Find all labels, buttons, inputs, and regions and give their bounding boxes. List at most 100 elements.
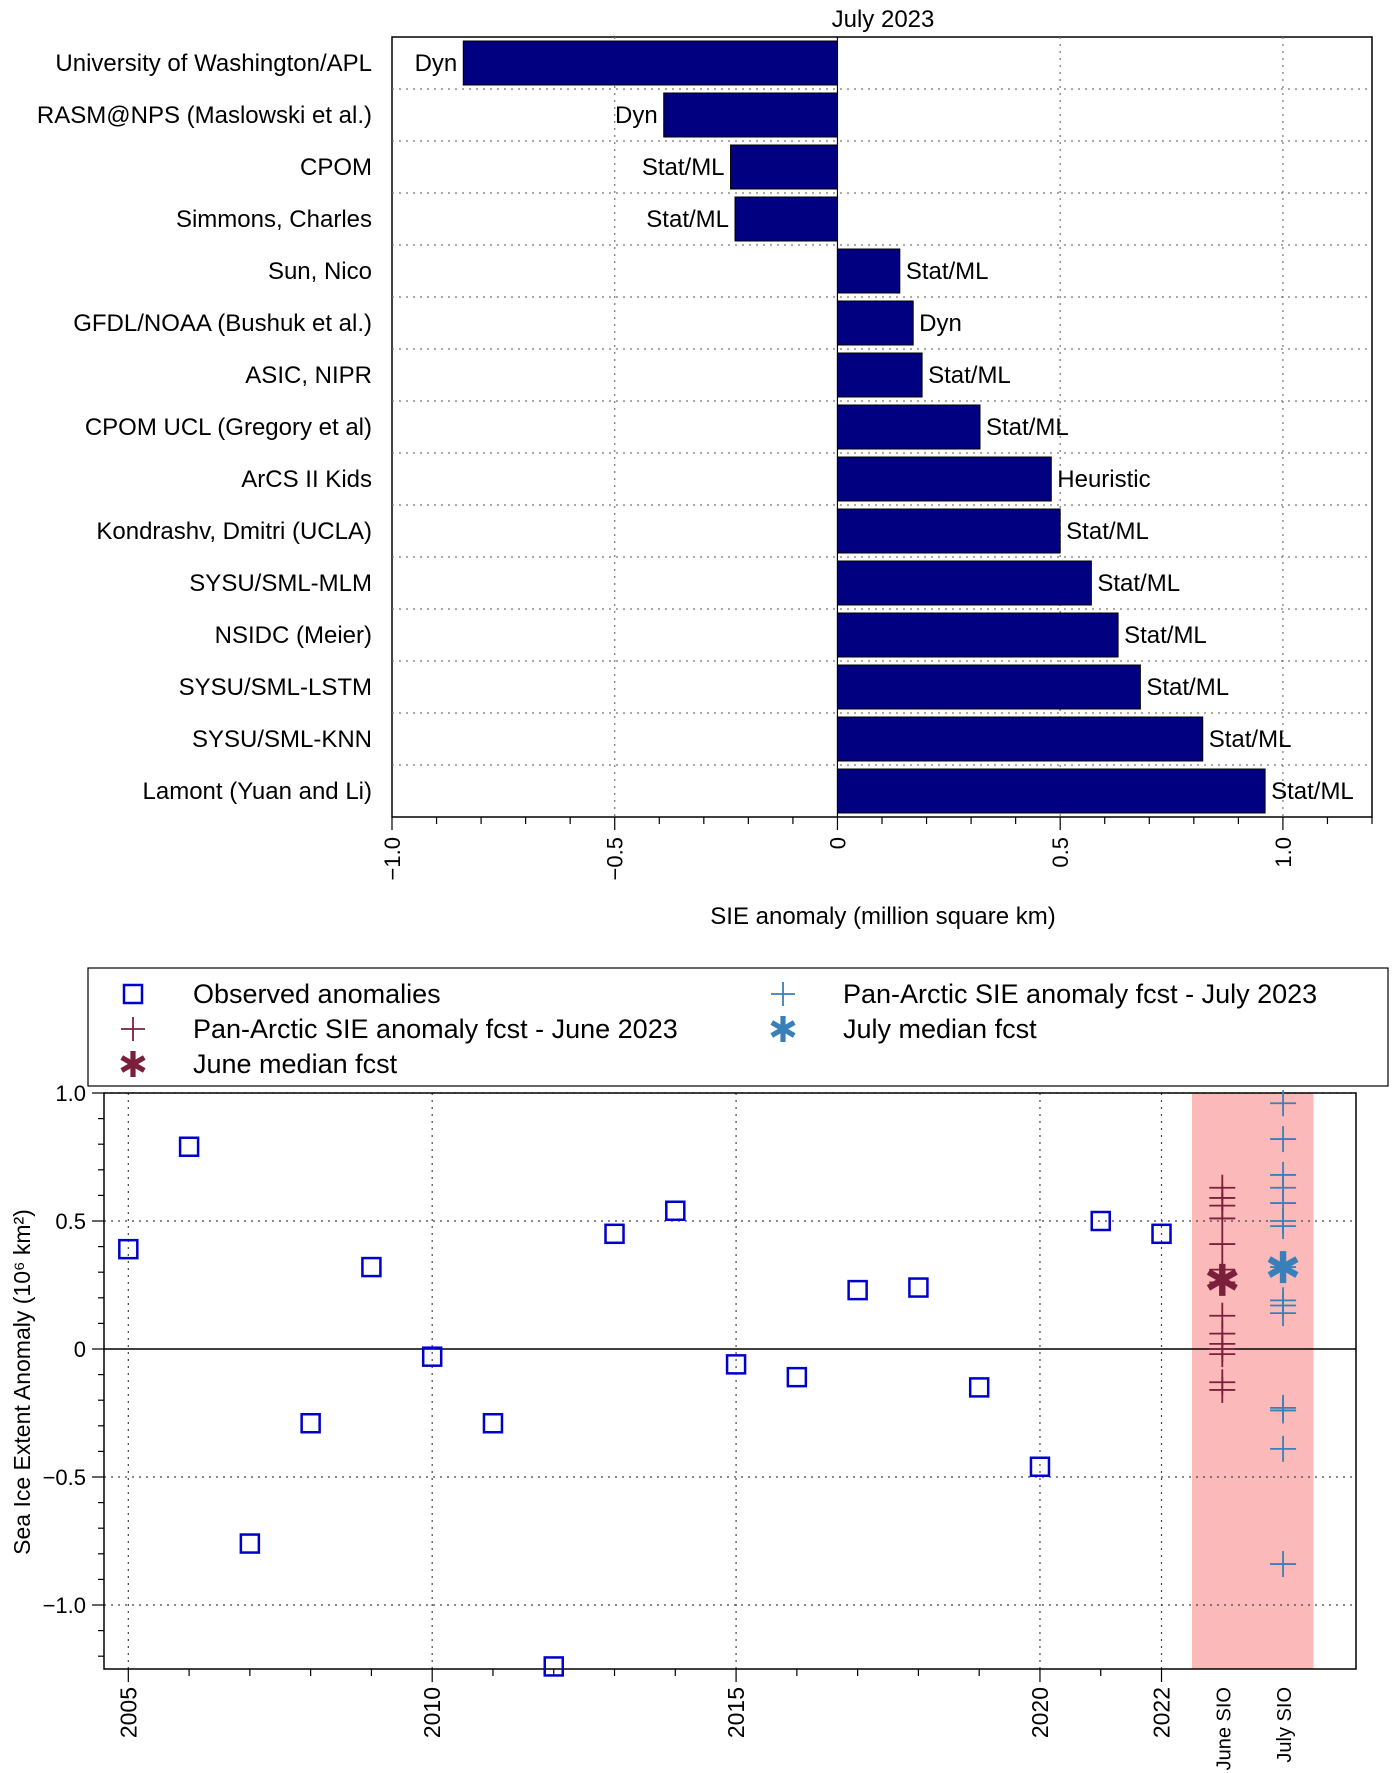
- method-label: Dyn: [615, 102, 658, 129]
- bar-chart-x-axis: −1.0 −0.5 0 0.5 1.0: [380, 817, 1373, 880]
- x-tick-label: 2005: [115, 1687, 141, 1738]
- category-label: SYSU/SML-KNN: [192, 726, 372, 753]
- legend-label: June median fcst: [193, 1049, 398, 1079]
- legend-items: Observed anomalies Pan-Arctic SIE anomaly…: [120, 979, 1317, 1079]
- category-label: NSIDC (Meier): [215, 622, 372, 649]
- bar: [836, 456, 1052, 502]
- category-label: CPOM: [300, 154, 372, 181]
- observed-point: [665, 1200, 686, 1222]
- x-tick-label: 1.0: [1271, 837, 1296, 868]
- bar: [836, 352, 923, 398]
- method-label: Stat/ML: [1271, 778, 1354, 805]
- forecast-point: [1209, 1231, 1236, 1258]
- bar-chart-x-axis-label: SIE anomaly (million square km): [710, 903, 1055, 930]
- y-tick-label: 0.5: [55, 1209, 86, 1234]
- category-label: ASIC, NIPR: [245, 362, 372, 389]
- observed-point: [300, 1412, 321, 1434]
- category-label: Simmons, Charles: [176, 206, 372, 233]
- observed-point: [118, 1238, 139, 1260]
- x-tick-label: 2020: [1027, 1687, 1053, 1738]
- bar: [663, 92, 838, 138]
- method-label: Stat/ML: [1124, 622, 1207, 649]
- forecast-point: [1209, 1205, 1236, 1232]
- method-label: Stat/ML: [1066, 518, 1149, 545]
- category-label: SYSU/SML-LSTM: [179, 674, 372, 701]
- bar: [836, 716, 1204, 762]
- bar-chart: July 2023 University of Washington/APL RA…: [37, 6, 1373, 930]
- bar-chart-category-labels: University of Washington/APL RASM@NPS (Ma…: [37, 50, 372, 805]
- legend-label: Observed anomalies: [193, 979, 441, 1009]
- category-label: SYSU/SML-MLM: [189, 570, 372, 597]
- forecast-point: [1270, 1551, 1297, 1578]
- scatter-y-axis-label: Sea Ice Extent Anomaly (10⁶ km²): [9, 1209, 35, 1555]
- forecast-point: [1209, 1376, 1236, 1403]
- y-tick-label: 0: [74, 1337, 86, 1362]
- bar: [836, 664, 1141, 710]
- observed-point: [1029, 1456, 1051, 1478]
- x-tick-label: 2022: [1149, 1687, 1175, 1738]
- legend-marker-asterisk-icon: [770, 1016, 796, 1042]
- scatter-plot-frame: [103, 1092, 1357, 1670]
- legend-marker-plus-icon: [771, 982, 795, 1006]
- method-label: Heuristic: [1057, 466, 1150, 493]
- bar-chart-grid: [392, 37, 1372, 817]
- x-tick-label: 2015: [723, 1687, 749, 1738]
- sio-highlight-band: [1191, 1093, 1314, 1669]
- legend-label: Pan-Arctic SIE anomaly fcst - July 2023: [843, 979, 1317, 1009]
- forecast-point: [1270, 1126, 1297, 1153]
- x-tick-label: 2010: [419, 1687, 445, 1738]
- method-label: Stat/ML: [906, 258, 989, 285]
- observed-point: [1090, 1210, 1111, 1232]
- scatter-grid: [104, 1092, 1356, 1669]
- y-tick-label: −0.5: [43, 1465, 86, 1490]
- method-label: Stat/ML: [646, 206, 729, 233]
- forecast-point: [1270, 1090, 1297, 1117]
- observed-point: [725, 1354, 747, 1375]
- scatter-chart: 1.0 0.5 0 −0.5 −1.0 2005 2010 2015 2020 2022 June…: [9, 1081, 1357, 1770]
- method-label: Stat/ML: [1097, 570, 1180, 597]
- legend-marker-square-icon: [122, 983, 144, 1005]
- observed-point: [543, 1656, 564, 1677]
- legend-label: July median fcst: [843, 1014, 1037, 1044]
- x-tick-label: −0.5: [603, 837, 628, 880]
- method-label: Stat/ML: [1209, 726, 1292, 753]
- bar: [836, 300, 914, 346]
- x-tick-label: 0.5: [1048, 837, 1073, 868]
- forecast-point: [1270, 1213, 1297, 1240]
- legend: Observed anomalies Pan-Arctic SIE anomaly…: [87, 967, 1389, 1087]
- bar: [836, 248, 901, 294]
- observed-point: [421, 1346, 443, 1367]
- method-label: Stat/ML: [1146, 674, 1229, 701]
- legend-label: Pan-Arctic SIE anomaly fcst - June 2023: [193, 1014, 678, 1044]
- bar: [462, 40, 838, 86]
- bar-chart-method-labels: Dyn Dyn Stat/ML Stat/ML Stat/ML Dyn Stat/ML Sta…: [415, 50, 1354, 805]
- observed-point: [482, 1412, 504, 1434]
- bar-chart-bars: [462, 40, 1266, 814]
- method-label: Stat/ML: [642, 154, 725, 181]
- observed-point: [968, 1377, 990, 1398]
- observed-point: [178, 1136, 200, 1158]
- bar: [836, 612, 1119, 658]
- bar: [836, 768, 1266, 814]
- bar: [730, 144, 838, 190]
- median-point: [1267, 1251, 1299, 1284]
- observed-point: [361, 1256, 382, 1278]
- bar: [836, 404, 981, 450]
- method-label: Stat/ML: [986, 414, 1069, 441]
- y-tick-label: 1.0: [55, 1081, 86, 1106]
- x-tick-label: June SIO: [1213, 1687, 1235, 1770]
- legend-box: [87, 967, 1389, 1087]
- observed-point: [239, 1533, 261, 1554]
- scatter-x-axis: 2005 2010 2015 2020 2022 June SIO July SIO: [115, 1669, 1296, 1770]
- forecast-point: [1270, 1435, 1297, 1462]
- method-label: Dyn: [415, 50, 458, 77]
- category-label: CPOM UCL (Gregory et al): [85, 414, 372, 441]
- category-label: Kondrashv, Dmitri (UCLA): [96, 518, 372, 545]
- x-tick-label: 0: [825, 837, 850, 849]
- observed-point: [786, 1366, 808, 1388]
- x-tick-label: July SIO: [1274, 1687, 1296, 1763]
- legend-marker-plus-icon: [121, 1017, 145, 1041]
- category-label: RASM@NPS (Maslowski et al.): [37, 102, 372, 129]
- median-point: [1206, 1263, 1238, 1296]
